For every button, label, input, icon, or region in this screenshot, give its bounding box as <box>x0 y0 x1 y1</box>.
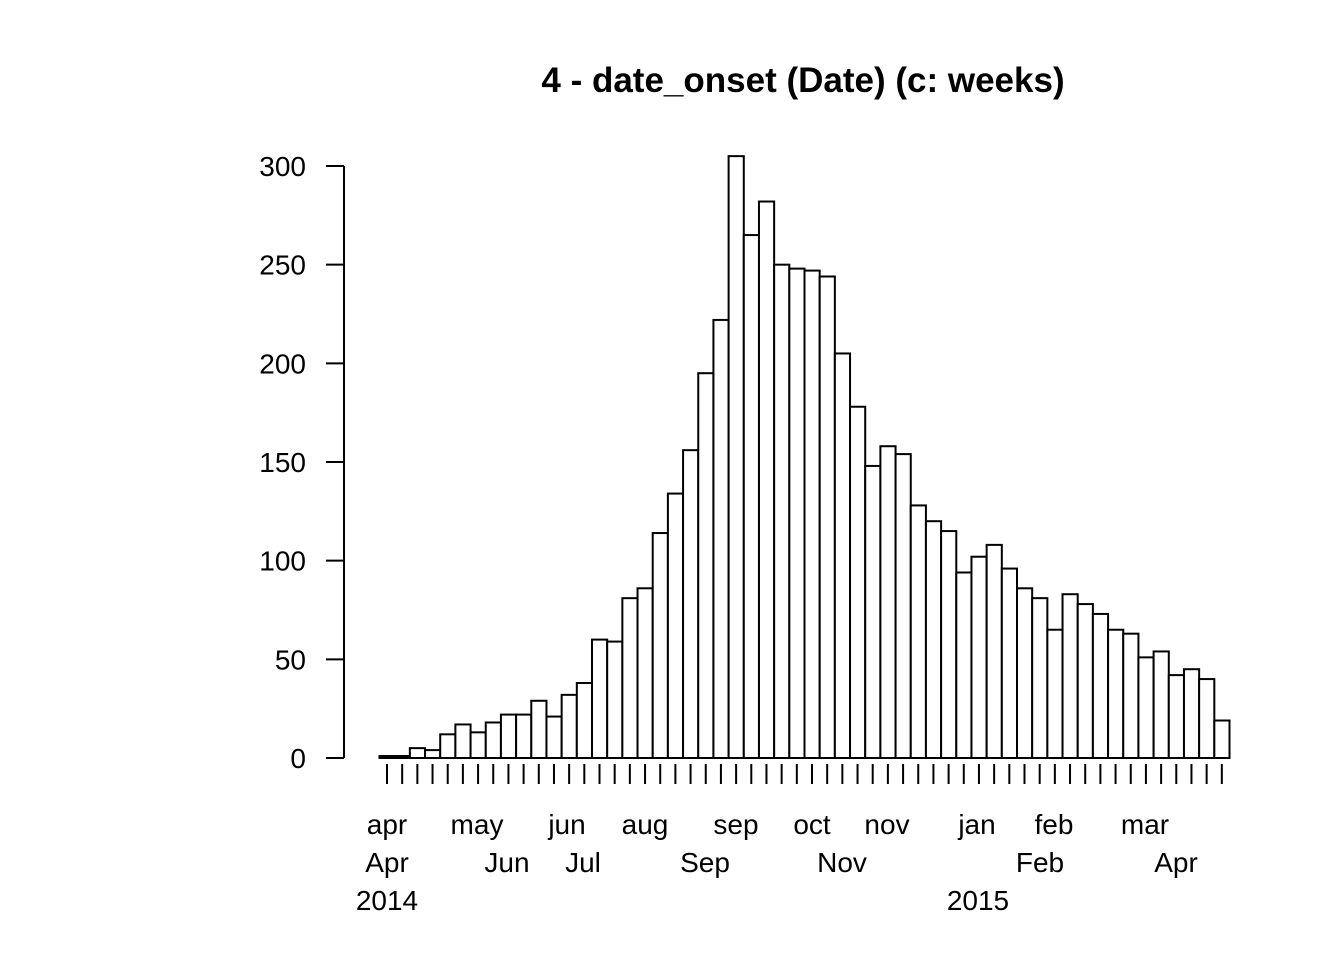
histogram-bar <box>530 699 548 759</box>
histogram-bar <box>682 449 700 759</box>
y-tick-label: 250 <box>259 250 306 281</box>
histogram-bar <box>1046 628 1064 759</box>
histogram-bar <box>484 721 502 759</box>
histogram-bar <box>924 520 943 760</box>
histogram-bar <box>515 713 533 760</box>
histogram-bar <box>818 275 836 759</box>
histogram-bar <box>591 638 609 759</box>
x-tick-label: 2014 <box>356 885 418 916</box>
histogram-bar <box>1016 587 1034 759</box>
histogram-bar <box>712 318 730 759</box>
y-tick-label: 0 <box>290 743 306 774</box>
histogram-bar <box>879 445 897 759</box>
x-tick-label: jun <box>547 809 585 840</box>
histogram-bar <box>1031 597 1049 759</box>
histogram-bar <box>424 749 442 760</box>
histogram-bar <box>940 530 958 759</box>
histogram-bar <box>864 464 882 759</box>
x-tick-label: aug <box>622 809 669 840</box>
x-tick-label: Feb <box>1016 847 1064 878</box>
x-tick-label: mar <box>1121 809 1169 840</box>
histogram-bar <box>985 543 1003 759</box>
histogram-bar <box>803 269 821 759</box>
histogram-bar <box>439 733 457 760</box>
histogram-bar <box>697 372 715 759</box>
histogram-bar <box>575 682 593 759</box>
x-tick-label: Apr <box>1154 847 1198 878</box>
histogram-bar <box>788 267 806 759</box>
histogram-bar <box>894 453 912 759</box>
x-tick-label: Jul <box>565 847 601 878</box>
histogram-bar <box>1107 628 1125 759</box>
histogram-bar <box>666 492 685 759</box>
histogram-bar <box>773 263 791 759</box>
x-tick-label: Sep <box>680 847 730 878</box>
histogram-bar <box>727 155 745 759</box>
y-tick-label: 200 <box>259 348 306 379</box>
x-tick-label: jan <box>957 809 995 840</box>
x-tick-label: Apr <box>365 847 409 878</box>
histogram-bar <box>909 504 927 759</box>
histogram-bar <box>1198 678 1216 759</box>
histogram-bar <box>1152 650 1170 759</box>
histogram-bar <box>849 405 867 759</box>
histogram-bar <box>1076 603 1094 760</box>
x-tick-label: feb <box>1035 809 1074 840</box>
x-tick-label: 2015 <box>947 885 1009 916</box>
histogram-bar <box>408 747 427 760</box>
chart-title: 4 - date_onset (Date) (c: weeks) <box>541 61 1064 100</box>
x-tick-label: sep <box>713 809 758 840</box>
histogram-bar <box>499 713 518 760</box>
histogram-bar <box>742 234 760 760</box>
histogram-bar <box>1167 674 1185 759</box>
histogram-bar <box>621 597 639 759</box>
y-tick-label: 300 <box>259 151 306 182</box>
histogram-bar <box>1137 656 1155 759</box>
histogram-bar <box>454 723 472 759</box>
histogram-bar <box>757 200 776 759</box>
x-tick-label: may <box>451 809 504 840</box>
histogram-bar <box>970 555 988 759</box>
histogram-bar <box>1000 567 1018 759</box>
histogram-bar <box>1213 719 1231 759</box>
histogram-bar <box>1182 668 1201 760</box>
plot-area: 0 50 100 150 200 250 300 apr may jun aug sep oct nov j… <box>259 151 1231 916</box>
histogram-bar <box>545 715 563 759</box>
histogram-bar <box>955 571 973 759</box>
histogram-bar <box>1061 593 1079 759</box>
y-tick-label: 100 <box>259 546 306 577</box>
histogram-bar <box>378 755 396 760</box>
histogram-bar <box>606 640 624 759</box>
x-tick-label: nov <box>864 809 909 840</box>
y-tick-label: 50 <box>275 644 306 675</box>
histogram-bar <box>469 731 487 760</box>
x-tick-label: Nov <box>817 847 867 878</box>
histogram-bar <box>833 352 852 759</box>
x-tick-label: apr <box>367 809 407 840</box>
histogram-bar <box>1122 632 1140 759</box>
histogram-bar <box>651 532 669 759</box>
histogram-bar <box>393 755 411 760</box>
x-tick-label: Jun <box>484 847 529 878</box>
histogram-bar <box>636 587 654 759</box>
x-tick-label: oct <box>793 809 831 840</box>
histogram-bar <box>1091 612 1110 759</box>
y-tick-label: 150 <box>259 447 306 478</box>
histogram-bar <box>560 693 578 759</box>
